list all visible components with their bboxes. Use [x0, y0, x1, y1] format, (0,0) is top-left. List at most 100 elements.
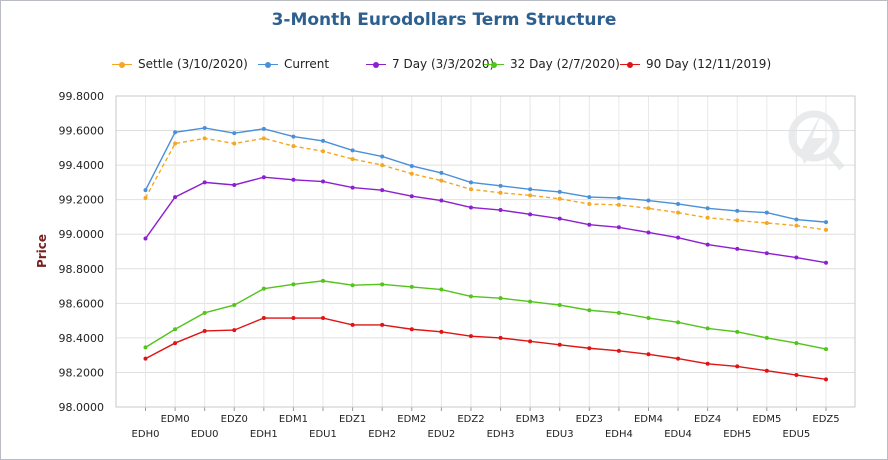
- y-tick-label: 99.4000: [59, 159, 105, 172]
- data-point: [380, 154, 385, 159]
- data-point: [498, 183, 503, 188]
- data-point: [764, 368, 769, 373]
- data-point: [350, 185, 355, 190]
- y-tick-label: 99.8000: [59, 90, 105, 103]
- data-point: [587, 222, 592, 227]
- data-point: [350, 157, 355, 162]
- data-point: [557, 189, 562, 194]
- data-point: [380, 163, 385, 168]
- data-point: [380, 322, 385, 327]
- legend-item[interactable]: 90 Day (12/11/2019): [620, 54, 771, 74]
- data-point: [261, 136, 266, 141]
- legend-item[interactable]: 7 Day (3/3/2020): [366, 54, 494, 74]
- x-tick-label: EDZ0: [221, 414, 248, 425]
- x-tick-label: EDU0: [191, 429, 219, 440]
- data-point: [261, 126, 266, 131]
- data-point: [202, 180, 207, 185]
- legend-label: Current: [284, 57, 330, 71]
- data-point: [824, 377, 828, 382]
- data-point: [232, 303, 237, 308]
- data-point: [321, 278, 326, 283]
- data-point: [735, 329, 740, 334]
- data-point: [528, 299, 533, 304]
- data-point: [705, 361, 710, 366]
- data-point: [824, 227, 828, 232]
- data-point: [676, 201, 681, 206]
- x-tick-label: EDM4: [634, 414, 663, 425]
- y-tick-label: 98.4000: [59, 332, 105, 345]
- x-tick-label: EDM0: [161, 414, 190, 425]
- data-point: [646, 230, 651, 235]
- data-point: [676, 210, 681, 215]
- data-point: [439, 287, 444, 292]
- legend-item[interactable]: 32 Day (2/7/2020): [484, 54, 620, 74]
- data-point: [794, 217, 799, 222]
- data-point: [350, 322, 355, 327]
- x-tick-label: EDZ2: [457, 414, 484, 425]
- data-point: [616, 202, 621, 207]
- x-tick-label: EDH0: [132, 429, 160, 440]
- x-tick-label: EDH2: [368, 429, 396, 440]
- legend-swatch: [484, 61, 504, 68]
- data-point: [350, 283, 355, 288]
- data-point: [528, 212, 533, 217]
- data-point: [824, 220, 828, 225]
- x-tick-label: EDZ1: [339, 414, 366, 425]
- x-tick-label: EDU4: [664, 429, 692, 440]
- x-tick-label: EDM5: [752, 414, 781, 425]
- data-point: [468, 180, 473, 185]
- chart-title: 3-Month Eurodollars Term Structure: [271, 10, 617, 30]
- data-point: [173, 341, 178, 346]
- y-tick-label: 98.0000: [59, 401, 105, 414]
- legend-swatch: [112, 61, 132, 68]
- data-point: [409, 163, 414, 168]
- data-point: [676, 356, 681, 361]
- data-point: [291, 282, 296, 287]
- legend-swatch: [620, 61, 640, 68]
- data-point: [794, 223, 799, 228]
- data-point: [764, 210, 769, 215]
- data-point: [498, 296, 503, 301]
- data-point: [202, 136, 207, 141]
- data-point: [468, 294, 473, 299]
- plot-area: [115, 95, 856, 408]
- y-tick-label: 99.2000: [59, 194, 105, 207]
- data-point: [557, 216, 562, 221]
- data-point: [705, 206, 710, 211]
- data-point: [528, 193, 533, 198]
- x-tick-label: EDZ5: [812, 414, 839, 425]
- data-point: [705, 326, 710, 331]
- data-point: [587, 346, 592, 351]
- legend-item[interactable]: Settle (3/10/2020): [112, 54, 248, 74]
- data-point: [321, 179, 326, 184]
- data-point: [764, 251, 769, 256]
- x-tick-label: EDH4: [605, 429, 633, 440]
- data-point: [794, 255, 799, 260]
- data-point: [676, 320, 681, 325]
- legend-label: 7 Day (3/3/2020): [392, 57, 495, 71]
- data-point: [409, 194, 414, 199]
- data-point: [261, 316, 266, 321]
- series-line-2: [144, 176, 827, 264]
- legend-item[interactable]: Current: [258, 54, 329, 74]
- data-point: [143, 236, 148, 241]
- series-line-0: [144, 137, 827, 231]
- legend-label: 32 Day (2/7/2020): [510, 57, 620, 71]
- data-point: [439, 329, 444, 334]
- data-point: [173, 195, 178, 200]
- data-point: [528, 187, 533, 192]
- legend-label: 90 Day (12/11/2019): [646, 57, 772, 71]
- y-tick-label: 99.0000: [59, 228, 105, 241]
- data-point: [173, 141, 178, 146]
- data-point: [173, 327, 178, 332]
- data-point: [735, 218, 740, 223]
- data-point: [794, 373, 799, 378]
- watermark-logo: [788, 110, 845, 171]
- data-point: [439, 178, 444, 183]
- data-point: [646, 198, 651, 203]
- data-point: [794, 341, 799, 346]
- data-point: [143, 188, 148, 193]
- chart-legend: Settle (3/10/2020) Current 7 Day (3/3/2020…: [0, 54, 888, 74]
- series-line-4: [145, 317, 827, 381]
